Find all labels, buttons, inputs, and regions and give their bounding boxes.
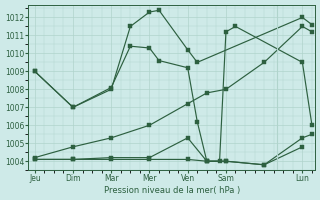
X-axis label: Pression niveau de la mer( hPa ): Pression niveau de la mer( hPa ) xyxy=(104,186,240,195)
